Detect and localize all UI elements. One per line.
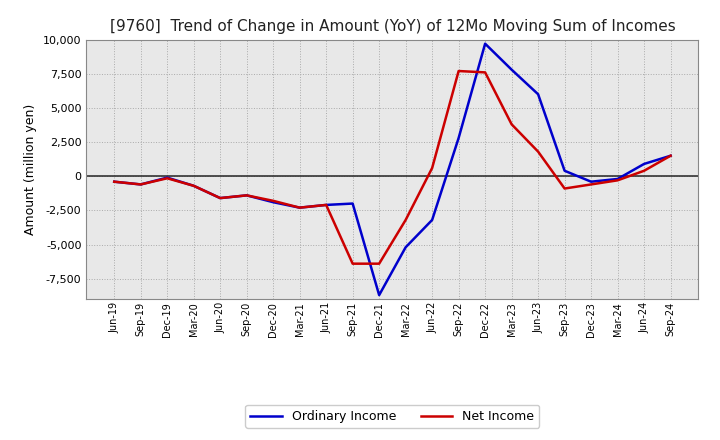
Net Income	[136, 182, 145, 187]
Net Income	[295, 205, 304, 210]
Net Income	[560, 186, 569, 191]
Net Income	[110, 179, 119, 184]
Net Income	[216, 195, 225, 201]
Net Income	[613, 178, 622, 183]
Ordinary Income	[587, 179, 595, 184]
Ordinary Income	[428, 217, 436, 223]
Net Income	[401, 217, 410, 223]
Net Income	[481, 70, 490, 75]
Net Income	[666, 153, 675, 158]
Ordinary Income	[454, 136, 463, 141]
Net Income	[348, 261, 357, 266]
Net Income	[189, 183, 198, 188]
Ordinary Income	[163, 175, 171, 180]
Net Income	[322, 202, 330, 208]
Ordinary Income	[666, 153, 675, 158]
Net Income	[587, 182, 595, 187]
Line: Net Income: Net Income	[114, 71, 670, 264]
Net Income	[454, 68, 463, 73]
Ordinary Income	[401, 245, 410, 250]
Line: Ordinary Income: Ordinary Income	[114, 44, 670, 295]
Ordinary Income	[375, 293, 384, 298]
Ordinary Income	[640, 161, 649, 167]
Ordinary Income	[136, 182, 145, 187]
Ordinary Income	[508, 67, 516, 72]
Ordinary Income	[613, 176, 622, 182]
Net Income	[534, 149, 542, 154]
Ordinary Income	[189, 183, 198, 188]
Ordinary Income	[481, 41, 490, 46]
Ordinary Income	[269, 200, 277, 205]
Ordinary Income	[322, 202, 330, 208]
Title: [9760]  Trend of Change in Amount (YoY) of 12Mo Moving Sum of Incomes: [9760] Trend of Change in Amount (YoY) o…	[109, 19, 675, 34]
Net Income	[269, 198, 277, 203]
Ordinary Income	[295, 205, 304, 210]
Ordinary Income	[216, 195, 225, 201]
Y-axis label: Amount (million yen): Amount (million yen)	[24, 104, 37, 235]
Ordinary Income	[534, 92, 542, 97]
Net Income	[243, 193, 251, 198]
Ordinary Income	[560, 168, 569, 173]
Ordinary Income	[110, 179, 119, 184]
Ordinary Income	[348, 201, 357, 206]
Net Income	[508, 122, 516, 127]
Legend: Ordinary Income, Net Income: Ordinary Income, Net Income	[246, 405, 539, 428]
Ordinary Income	[243, 193, 251, 198]
Net Income	[428, 165, 436, 171]
Net Income	[163, 176, 171, 181]
Net Income	[375, 261, 384, 266]
Net Income	[640, 168, 649, 173]
